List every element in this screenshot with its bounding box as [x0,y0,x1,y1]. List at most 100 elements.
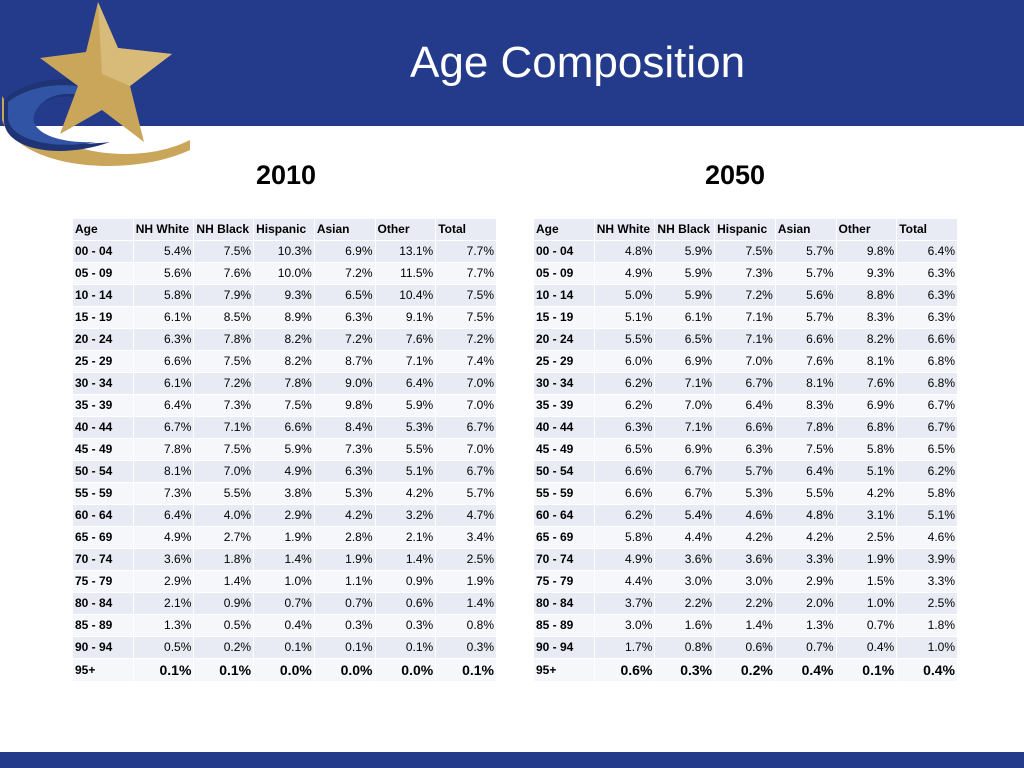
table-row: 35 - 39 6.2% 7.0% 6.4% 8.3% 6.9% 6.7% [534,395,957,416]
value-cell: 5.7% [436,483,496,504]
value-cell: 7.2% [194,373,254,394]
table-row: 00 - 04 5.4% 7.5% 10.3% 6.9% 13.1% 7.7% [73,241,496,262]
value-cell: 7.0% [715,351,775,372]
age-group-cell: 55 - 59 [73,483,133,504]
table-row: 20 - 24 5.5% 6.5% 7.1% 6.6% 8.2% 6.6% [534,329,957,350]
value-cell: 5.1% [836,461,897,482]
value-cell: 0.1% [254,637,314,658]
value-cell: 7.8% [133,439,194,460]
value-cell: 6.4% [775,461,836,482]
value-cell: 5.9% [655,285,715,306]
value-cell: 8.2% [254,351,314,372]
age-group-cell: 30 - 34 [534,373,594,394]
value-cell: 5.6% [775,285,836,306]
table-row: 70 - 74 3.6% 1.8% 1.4% 1.9% 1.4% 2.5% [73,549,496,570]
age-group-cell: 30 - 34 [73,373,133,394]
value-cell: 2.5% [436,549,496,570]
table-row: 05 - 09 4.9% 5.9% 7.3% 5.7% 9.3% 6.3% [534,263,957,284]
table-row: 55 - 59 6.6% 6.7% 5.3% 5.5% 4.2% 5.8% [534,483,957,504]
value-cell: 7.6% [775,351,836,372]
table-row: 20 - 24 6.3% 7.8% 8.2% 7.2% 7.6% 7.2% [73,329,496,350]
value-cell: 9.8% [836,241,897,262]
value-cell: 7.8% [254,373,314,394]
table-row: 60 - 64 6.2% 5.4% 4.6% 4.8% 3.1% 5.1% [534,505,957,526]
value-cell: 6.0% [594,351,655,372]
value-cell: 0.6% [715,637,775,658]
column-header: Total [436,219,496,240]
value-cell: 7.3% [715,263,775,284]
table-row: 85 - 89 1.3% 0.5% 0.4% 0.3% 0.3% 0.8% [73,615,496,636]
value-cell: 7.5% [436,307,496,328]
table-row: 45 - 49 7.8% 7.5% 5.9% 7.3% 5.5% 7.0% [73,439,496,460]
value-cell: 0.7% [836,615,897,636]
value-cell: 7.0% [436,395,496,416]
value-cell: 6.8% [897,373,957,394]
value-cell: 5.8% [594,527,655,548]
table-row: 40 - 44 6.7% 7.1% 6.6% 8.4% 5.3% 6.7% [73,417,496,438]
table-row: 90 - 94 1.7% 0.8% 0.6% 0.7% 0.4% 1.0% [534,637,957,658]
column-header: Age [73,219,133,240]
value-cell: 9.0% [314,373,375,394]
value-cell: 2.1% [375,527,436,548]
value-cell: 0.1% [133,659,194,681]
value-cell: 6.8% [897,351,957,372]
age-group-cell: 45 - 49 [73,439,133,460]
age-group-cell: 45 - 49 [534,439,594,460]
value-cell: 7.0% [655,395,715,416]
value-cell: 4.9% [594,263,655,284]
value-cell: 5.7% [775,263,836,284]
value-cell: 4.4% [655,527,715,548]
value-cell: 2.5% [836,527,897,548]
value-cell: 0.0% [375,659,436,681]
value-cell: 5.7% [715,461,775,482]
age-group-cell: 80 - 84 [534,593,594,614]
value-cell: 5.4% [133,241,194,262]
value-cell: 6.5% [594,439,655,460]
table-row: 35 - 39 6.4% 7.3% 7.5% 9.8% 5.9% 7.0% [73,395,496,416]
table-row: 85 - 89 3.0% 1.6% 1.4% 1.3% 0.7% 1.8% [534,615,957,636]
value-cell: 4.2% [314,505,375,526]
table-row: 50 - 54 8.1% 7.0% 4.9% 6.3% 5.1% 6.7% [73,461,496,482]
value-cell: 5.1% [897,505,957,526]
year-heading-2010: 2010 [256,160,317,190]
table-row: 75 - 79 4.4% 3.0% 3.0% 2.9% 1.5% 3.3% [534,571,957,592]
value-cell: 3.0% [715,571,775,592]
value-cell: 5.4% [655,505,715,526]
value-cell: 4.7% [436,505,496,526]
value-cell: 8.9% [254,307,314,328]
value-cell: 0.4% [775,659,836,681]
value-cell: 8.1% [775,373,836,394]
value-cell: 6.2% [594,395,655,416]
value-cell: 6.7% [897,417,957,438]
age-group-cell: 10 - 14 [73,285,133,306]
value-cell: 7.0% [436,373,496,394]
value-cell: 13.1% [375,241,436,262]
value-cell: 7.5% [436,285,496,306]
column-header: NH White [133,219,194,240]
table-row: 30 - 34 6.1% 7.2% 7.8% 9.0% 6.4% 7.0% [73,373,496,394]
age-group-cell: 50 - 54 [534,461,594,482]
value-cell: 1.4% [194,571,254,592]
column-header: NH White [594,219,655,240]
value-cell: 0.1% [436,659,496,681]
value-cell: 1.9% [254,527,314,548]
value-cell: 7.1% [194,417,254,438]
value-cell: 7.2% [314,263,375,284]
value-cell: 7.5% [194,241,254,262]
table-row: 25 - 29 6.0% 6.9% 7.0% 7.6% 8.1% 6.8% [534,351,957,372]
value-cell: 8.3% [836,307,897,328]
table-row: 25 - 29 6.6% 7.5% 8.2% 8.7% 7.1% 7.4% [73,351,496,372]
value-cell: 6.7% [897,395,957,416]
value-cell: 1.8% [897,615,957,636]
age-group-cell: 40 - 44 [534,417,594,438]
value-cell: 2.7% [194,527,254,548]
value-cell: 0.3% [655,659,715,681]
year-heading-2050: 2050 [705,160,766,190]
value-cell: 6.3% [897,307,957,328]
value-cell: 8.2% [836,329,897,350]
value-cell: 2.2% [715,593,775,614]
value-cell: 7.2% [715,285,775,306]
table-row: 80 - 84 3.7% 2.2% 2.2% 2.0% 1.0% 2.5% [534,593,957,614]
value-cell: 7.3% [194,395,254,416]
value-cell: 3.6% [715,549,775,570]
